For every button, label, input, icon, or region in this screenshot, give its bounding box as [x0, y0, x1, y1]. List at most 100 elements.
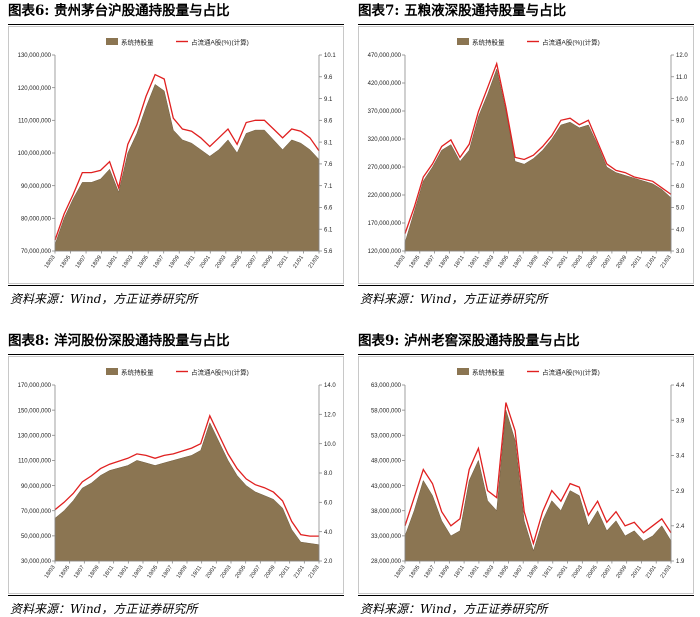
x-tick-label: 20/07 — [601, 565, 614, 580]
right-tick-label: 5.0 — [676, 206, 685, 212]
right-tick-label: 2.9 — [676, 489, 685, 495]
right-tick-label: 4.0 — [676, 227, 685, 233]
left-tick-label: 50,000,000 — [21, 534, 52, 540]
x-tick-label: 19/03 — [132, 565, 145, 580]
right-tick-label: 6.1 — [324, 227, 333, 233]
x-tick-label: 20/11 — [630, 565, 643, 580]
left-tick-label: 53,000,000 — [371, 433, 402, 439]
x-tick-label: 19/03 — [121, 255, 134, 270]
x-tick-label: 21/01 — [292, 255, 305, 270]
x-tick-label: 18/07 — [75, 255, 88, 270]
x-tick-label: 18/03 — [394, 565, 407, 580]
holdings-area — [54, 84, 320, 252]
x-tick-label: 20/03 — [215, 255, 228, 270]
chart-title: 图表9: 泸州老窖深股通持股量与占比 — [358, 332, 694, 355]
x-tick-label: 20/05 — [586, 565, 599, 580]
right-tick-label: 7.6 — [324, 162, 333, 168]
right-tick-label: 6.0 — [324, 501, 333, 507]
right-tick-label: 3.4 — [676, 454, 685, 460]
holdings-area — [404, 410, 672, 562]
legend-label-holdings: 系统持股量 — [121, 38, 154, 47]
source-note: 资料来源：Wind，方正证券研究所 — [360, 602, 548, 616]
x-tick-label: 19/09 — [527, 255, 540, 270]
left-tick-label: 470,000,000 — [368, 53, 402, 59]
holdings-area — [54, 422, 320, 562]
right-tick-label: 8.1 — [324, 140, 333, 146]
right-tick-label: 2.4 — [676, 524, 685, 530]
left-tick-label: 170,000,000 — [368, 221, 402, 227]
x-tick-label: 20/09 — [264, 565, 277, 580]
chart-title: 图表6: 贵州茅台沪股通持股量与占比 — [8, 2, 344, 25]
right-tick-label: 2.0 — [324, 559, 333, 565]
x-tick-label: 20/05 — [230, 255, 243, 270]
x-tick-label: 19/05 — [497, 565, 510, 580]
chart-legend: 系统持股量 占流通A股(%)(计算) — [106, 368, 249, 377]
x-tick-label: 19/09 — [168, 255, 181, 270]
left-tick-label: 270,000,000 — [368, 165, 402, 171]
left-tick-label: 120,000,000 — [18, 86, 52, 92]
right-tick-label: 1.9 — [676, 559, 685, 565]
legend-label-ratio: 占流通A股(%)(计算) — [191, 368, 249, 377]
right-tick-label: 4.0 — [324, 530, 333, 536]
right-tick-label: 8.0 — [676, 140, 685, 146]
left-tick-label: 33,000,000 — [371, 534, 402, 540]
chart-container: 系统持股量 占流通A股(%)(计算) 70,000,000 80,000,000 90,… — [8, 26, 344, 284]
left-tick-label: 100,000,000 — [18, 151, 52, 157]
left-tick-label: 130,000,000 — [18, 433, 52, 439]
x-tick-label: 18/07 — [73, 565, 86, 580]
x-tick-label: 19/05 — [137, 255, 150, 270]
x-tick-label: 20/07 — [601, 255, 614, 270]
x-tick-label: 20/03 — [571, 255, 584, 270]
panel-yanghe: 图表8: 洋河股份深股通持股量与占比 系统持股量 占流通A股(%)(计算) 30,0… — [0, 330, 350, 617]
panel-wuliangye: 图表7: 五粮液深股通持股量与占比 系统持股量 占流通A股(%)(计算) 120,0… — [350, 0, 700, 308]
legend-label-holdings: 系统持股量 — [472, 38, 505, 47]
holdings-chart: 系统持股量 占流通A股(%)(计算) 30,000,000 50,000,000 70,… — [18, 368, 337, 580]
holdings-chart: 系统持股量 占流通A股(%)(计算) 28,000,000 33,000,000 38,… — [371, 368, 685, 580]
left-tick-label: 220,000,000 — [368, 193, 402, 199]
x-tick-label: 19/01 — [106, 255, 119, 270]
right-tick-label: 12.0 — [676, 53, 688, 59]
x-tick-label: 19/01 — [117, 565, 130, 580]
x-tick-label: 19/03 — [482, 255, 495, 270]
panel-moutai: 图表6: 贵州茅台沪股通持股量与占比 系统持股量 占流通A股(%)(计算) 70,0… — [0, 0, 350, 308]
x-tick-label: 20/11 — [279, 565, 292, 580]
x-tick-label: 18/09 — [88, 565, 101, 580]
right-tick-label: 8.6 — [324, 119, 333, 125]
ratio-line — [54, 73, 320, 241]
source-rule: 资料来源：Wind，方正证券研究所 — [358, 595, 694, 616]
right-tick-label: 10.0 — [676, 97, 688, 103]
chart-legend: 系统持股量 占流通A股(%)(计算) — [457, 38, 600, 47]
legend-label-holdings: 系统持股量 — [472, 368, 505, 377]
x-tick-label: 19/11 — [542, 565, 555, 580]
left-tick-label: 170,000,000 — [18, 383, 52, 389]
x-tick-label: 21/01 — [293, 565, 306, 580]
x-tick-label: 19/11 — [184, 255, 197, 270]
left-tick-label: 370,000,000 — [368, 109, 402, 115]
chart-container: 系统持股量 占流通A股(%)(计算) 28,000,000 33,000,000 38,… — [358, 356, 694, 594]
holdings-area — [404, 68, 672, 252]
chart-legend: 系统持股量 占流通A股(%)(计算) — [106, 38, 249, 47]
right-tick-label: 11.0 — [676, 75, 688, 81]
left-tick-label: 120,000,000 — [368, 249, 402, 255]
x-tick-label: 20/07 — [246, 255, 259, 270]
source-note: 资料来源：Wind，方正证券研究所 — [10, 602, 198, 616]
legend-swatch-holdings — [106, 38, 118, 45]
x-tick-label: 20/09 — [261, 255, 274, 270]
x-tick-label: 18/05 — [58, 565, 71, 580]
x-tick-label: 18/09 — [438, 255, 451, 270]
x-tick-label: 19/01 — [468, 255, 481, 270]
right-tick-label: 7.1 — [324, 184, 333, 190]
right-tick-label: 10.1 — [324, 53, 336, 59]
x-tick-label: 20/09 — [615, 255, 628, 270]
right-tick-label: 9.6 — [324, 75, 333, 81]
legend-swatch-holdings — [457, 368, 469, 375]
x-tick-label: 19/05 — [146, 565, 159, 580]
holdings-chart: 系统持股量 占流通A股(%)(计算) 70,000,000 80,000,000 90,… — [18, 38, 337, 270]
left-tick-label: 58,000,000 — [371, 408, 402, 414]
right-tick-label: 12.0 — [324, 413, 336, 419]
right-tick-label: 9.1 — [324, 97, 333, 103]
right-tick-label: 3.9 — [676, 418, 685, 424]
x-tick-label: 18/05 — [408, 255, 421, 270]
ratio-line — [404, 402, 672, 546]
x-tick-label: 21/03 — [308, 255, 321, 270]
